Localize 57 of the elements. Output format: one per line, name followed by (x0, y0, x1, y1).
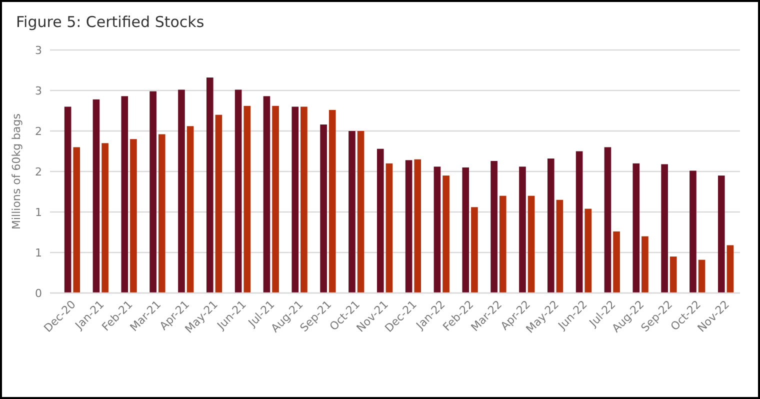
bar (178, 90, 185, 293)
bar (642, 236, 648, 293)
bar (272, 106, 279, 293)
bar (718, 176, 725, 293)
bar (604, 147, 612, 293)
y-tick-label: 1 (35, 206, 42, 219)
bar (726, 245, 734, 293)
bar (300, 106, 308, 293)
bar (328, 110, 336, 293)
bar (130, 139, 137, 293)
bar (471, 207, 478, 293)
bar (547, 158, 554, 293)
bar (519, 166, 526, 293)
y-tick-label: 2 (35, 124, 42, 138)
bar (186, 126, 194, 293)
bar (263, 96, 270, 293)
bar (632, 163, 640, 293)
bar (292, 106, 299, 293)
bar (150, 91, 156, 293)
bar (670, 256, 677, 293)
bar (556, 200, 564, 293)
y-tick-label: 1 (35, 246, 42, 260)
bar (576, 151, 583, 293)
bar (405, 160, 412, 293)
bar (215, 114, 222, 293)
bar (64, 106, 72, 293)
bar (414, 159, 422, 293)
bar (102, 143, 108, 293)
bar (348, 131, 356, 293)
bar (442, 176, 450, 293)
bar (613, 231, 620, 293)
y-axis-title: Millions of 60kg bags (10, 113, 23, 230)
bar (434, 166, 441, 293)
bar (490, 160, 498, 293)
bar (357, 131, 364, 293)
bar (386, 163, 393, 293)
bar (158, 134, 166, 293)
bar (690, 170, 696, 293)
bar (234, 90, 242, 293)
bar (92, 99, 100, 293)
bar (528, 196, 535, 293)
bar (244, 106, 251, 293)
bar (206, 78, 214, 293)
bar (698, 260, 706, 293)
chart-title: Figure 5: Certified Stocks (16, 13, 204, 31)
bar (584, 208, 592, 293)
bar (376, 148, 384, 293)
bar (121, 96, 128, 293)
y-tick-label: 2 (35, 165, 42, 178)
y-tick-label: 3 (35, 84, 42, 98)
bar (73, 147, 80, 293)
y-tick-label: 3 (35, 44, 42, 57)
y-tick-label: 0 (35, 286, 42, 300)
bar (320, 124, 327, 293)
bar (499, 196, 506, 293)
bar (661, 164, 668, 293)
bar (462, 167, 470, 293)
